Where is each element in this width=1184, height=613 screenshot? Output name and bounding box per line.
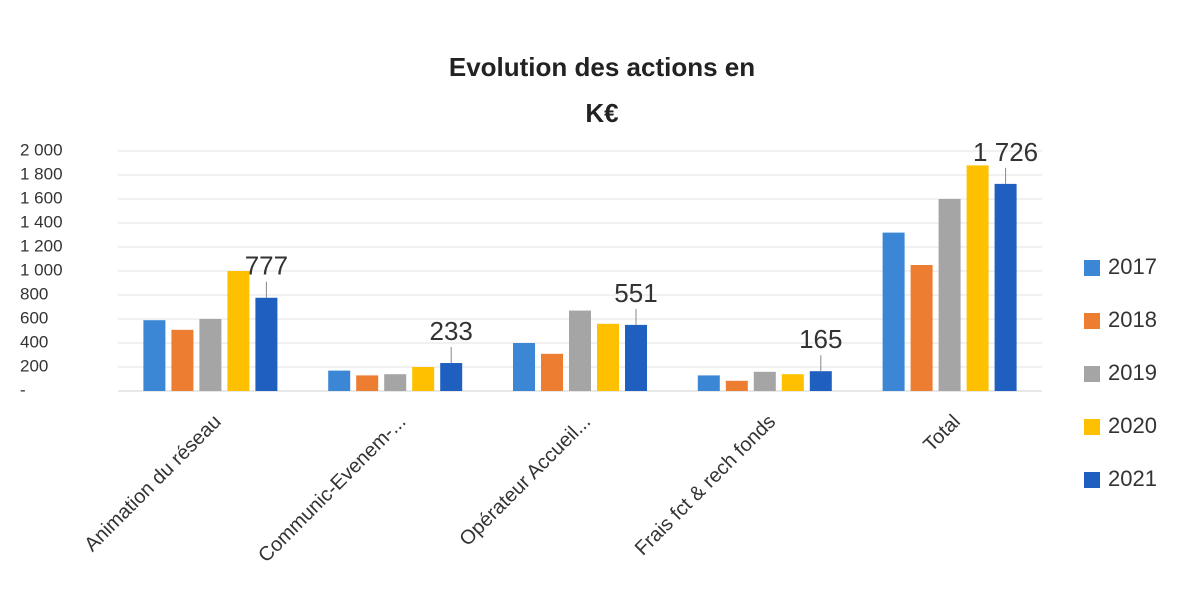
bar bbox=[356, 375, 379, 391]
bar bbox=[910, 265, 933, 391]
y-tick-label: - bbox=[20, 380, 26, 399]
x-tick-label: Total bbox=[919, 411, 964, 456]
y-tick-label: 2 000 bbox=[20, 140, 63, 159]
data-label: 551 bbox=[614, 278, 657, 308]
y-tick-label: 600 bbox=[20, 308, 48, 327]
bar bbox=[697, 375, 720, 391]
bar bbox=[171, 329, 194, 391]
legend-label: 2017 bbox=[1108, 254, 1157, 279]
bar bbox=[328, 370, 351, 391]
bar bbox=[541, 353, 563, 391]
legend-swatch bbox=[1084, 419, 1100, 435]
bar bbox=[384, 374, 407, 391]
legend-label: 2021 bbox=[1108, 466, 1157, 491]
y-tick-label: 400 bbox=[20, 332, 48, 351]
x-tick-label: Animation du réseau bbox=[80, 411, 225, 556]
bar bbox=[809, 371, 832, 391]
legend-label: 2018 bbox=[1108, 307, 1157, 332]
data-label: 777 bbox=[245, 251, 288, 281]
bar bbox=[994, 183, 1017, 391]
y-tick-label: 200 bbox=[20, 356, 48, 375]
legend-swatch bbox=[1084, 260, 1100, 276]
y-tick-label: 1 800 bbox=[20, 164, 63, 183]
x-tick-label: Frais fct & rech fonds bbox=[631, 411, 780, 560]
bar bbox=[199, 319, 222, 391]
data-label: 165 bbox=[799, 324, 842, 354]
legend-swatch bbox=[1084, 366, 1100, 382]
bar bbox=[625, 324, 647, 391]
data-label: 233 bbox=[430, 316, 473, 346]
legend-label: 2019 bbox=[1108, 360, 1157, 385]
bar bbox=[255, 297, 278, 391]
bar bbox=[513, 343, 535, 391]
bar bbox=[143, 320, 166, 391]
x-tick-label: Opérateur Accueil... bbox=[456, 411, 596, 551]
bar bbox=[440, 363, 463, 391]
data-label: 1 726 bbox=[973, 137, 1038, 167]
bar bbox=[966, 165, 989, 391]
legend-swatch bbox=[1084, 472, 1100, 488]
bar bbox=[781, 374, 804, 391]
bar bbox=[938, 199, 961, 391]
bar bbox=[227, 271, 250, 391]
chart-title: Evolution des actions en K€ bbox=[448, 52, 756, 128]
y-tick-label: 1 400 bbox=[20, 212, 63, 231]
x-tick-label: Communic-Evenem-... bbox=[254, 411, 410, 567]
bar bbox=[882, 232, 905, 391]
y-tick-label: 1 200 bbox=[20, 236, 63, 255]
bar bbox=[597, 323, 619, 391]
y-tick-label: 1 000 bbox=[20, 260, 63, 279]
y-tick-label: 1 600 bbox=[20, 188, 63, 207]
bar bbox=[412, 367, 435, 391]
y-tick-label: 800 bbox=[20, 284, 48, 303]
legend-swatch bbox=[1084, 313, 1100, 329]
bar bbox=[725, 380, 748, 391]
bar bbox=[753, 371, 776, 391]
bar bbox=[569, 310, 591, 391]
legend-label: 2020 bbox=[1108, 413, 1157, 438]
